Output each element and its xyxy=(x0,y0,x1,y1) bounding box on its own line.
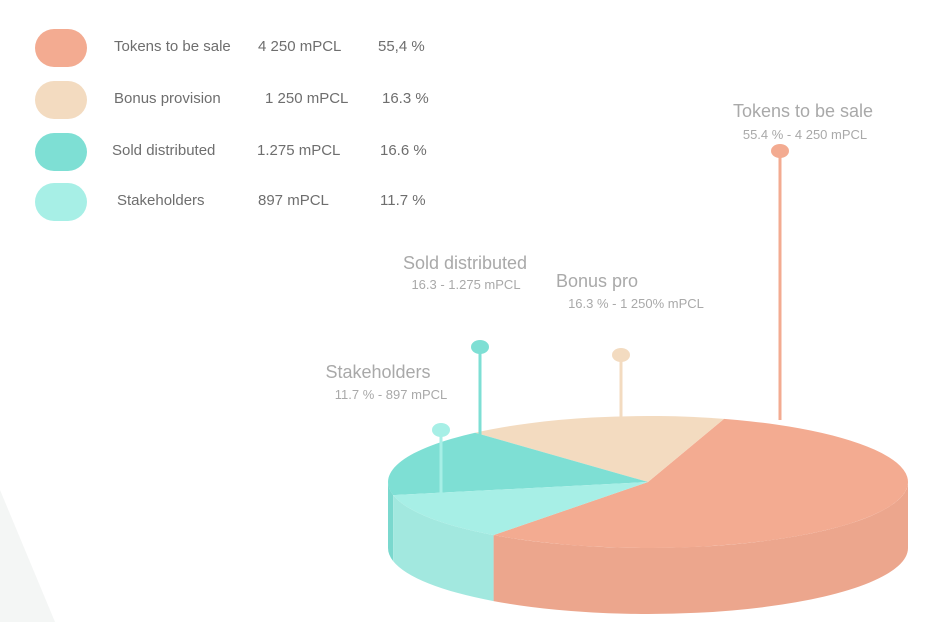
legend-swatch xyxy=(35,81,87,119)
legend-swatch xyxy=(35,29,87,67)
legend-percent: 16.6 % xyxy=(380,142,427,159)
legend-percent: 16.3 % xyxy=(382,90,429,107)
callout-dot xyxy=(432,423,450,437)
legend-percent: 11.7 % xyxy=(380,192,426,209)
chart-legend: Tokens to be sale 4 250 mPCL 55,4 % Bonu… xyxy=(0,0,927,240)
pie-sides xyxy=(388,482,908,615)
callout-texts: Tokens to be sale 55.4 % - 4 250 mPCL Bo… xyxy=(325,101,873,402)
callout-lines xyxy=(432,144,789,494)
legend-percent: 55,4 % xyxy=(378,38,425,55)
pie-slice xyxy=(475,416,725,482)
callout-subtitle: 16.3 - 1.275 mPCL xyxy=(411,277,520,292)
legend-amount: 1 250 mPCL xyxy=(265,90,349,107)
callout-title: Sold distributed xyxy=(403,253,527,273)
callout-title: Tokens to be sale xyxy=(733,101,873,121)
legend-amount: 1.275 mPCL xyxy=(257,142,341,159)
legend-row: Sold distributed 1.275 mPCL 16.6 % xyxy=(0,133,480,173)
legend-amount: 897 mPCL xyxy=(258,192,329,209)
legend-row: Tokens to be sale 4 250 mPCL 55,4 % xyxy=(0,29,480,69)
legend-label: Sold distributed xyxy=(112,142,216,159)
legend-label: Stakeholders xyxy=(117,192,205,209)
callout-dot xyxy=(612,348,630,362)
pie-tops xyxy=(388,416,908,548)
legend-amount: 4 250 mPCL xyxy=(258,38,342,55)
legend-swatch xyxy=(35,133,87,171)
legend-label: Tokens to be sale xyxy=(114,38,231,55)
legend-row: Stakeholders 897 mPCL 11.7 % xyxy=(0,183,480,223)
pie-side-wall xyxy=(388,482,394,562)
legend-swatch xyxy=(35,183,87,221)
legend-row: Bonus provision 1 250 mPCL 16.3 % xyxy=(0,81,480,121)
callout-subtitle: 55.4 % - 4 250 mPCL xyxy=(743,127,867,142)
pie-slice xyxy=(493,418,908,548)
pie-slice xyxy=(393,482,648,536)
legend-label: Bonus provision xyxy=(114,90,221,107)
callout-subtitle: 11.7 % - 897 mPCL xyxy=(335,387,447,402)
pie-side-wall xyxy=(493,482,908,615)
pie-slice xyxy=(388,432,648,496)
callout-title: Bonus pro xyxy=(556,271,638,291)
pie-side-wall xyxy=(393,495,494,602)
callout-subtitle: 16.3 % - 1 250% mPCL xyxy=(568,296,704,311)
callout-dot xyxy=(471,340,489,354)
callout-dot xyxy=(771,144,789,158)
callout-title: Stakeholders xyxy=(325,362,430,382)
